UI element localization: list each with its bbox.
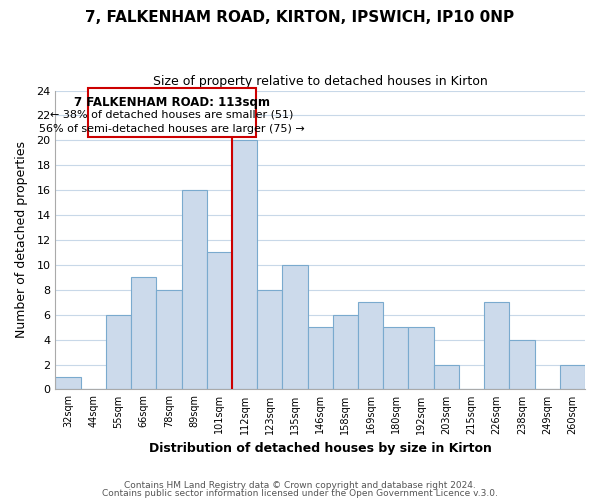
Bar [232,140,257,390]
Text: Contains HM Land Registry data © Crown copyright and database right 2024.: Contains HM Land Registry data © Crown c… [124,481,476,490]
Bar [409,327,434,390]
Bar [484,302,509,390]
Text: 7 FALKENHAM ROAD: 113sqm: 7 FALKENHAM ROAD: 113sqm [74,96,270,108]
Bar [434,364,459,390]
Bar [509,340,535,390]
Bar [131,278,157,390]
Title: Size of property relative to detached houses in Kirton: Size of property relative to detached ho… [153,75,488,88]
Bar [257,290,283,390]
Text: 56% of semi-detached houses are larger (75) →: 56% of semi-detached houses are larger (… [39,124,305,134]
Bar [55,377,80,390]
Text: ← 38% of detached houses are smaller (51): ← 38% of detached houses are smaller (51… [50,110,294,120]
Bar [182,190,207,390]
Bar [308,327,333,390]
Y-axis label: Number of detached properties: Number of detached properties [15,142,28,338]
Bar [157,290,182,390]
Bar [560,364,585,390]
Text: Contains public sector information licensed under the Open Government Licence v.: Contains public sector information licen… [102,488,498,498]
FancyBboxPatch shape [88,88,256,136]
Bar [207,252,232,390]
Bar [106,314,131,390]
Bar [358,302,383,390]
Bar [333,314,358,390]
X-axis label: Distribution of detached houses by size in Kirton: Distribution of detached houses by size … [149,442,491,455]
Bar [283,265,308,390]
Bar [383,327,409,390]
Text: 7, FALKENHAM ROAD, KIRTON, IPSWICH, IP10 0NP: 7, FALKENHAM ROAD, KIRTON, IPSWICH, IP10… [85,10,515,25]
